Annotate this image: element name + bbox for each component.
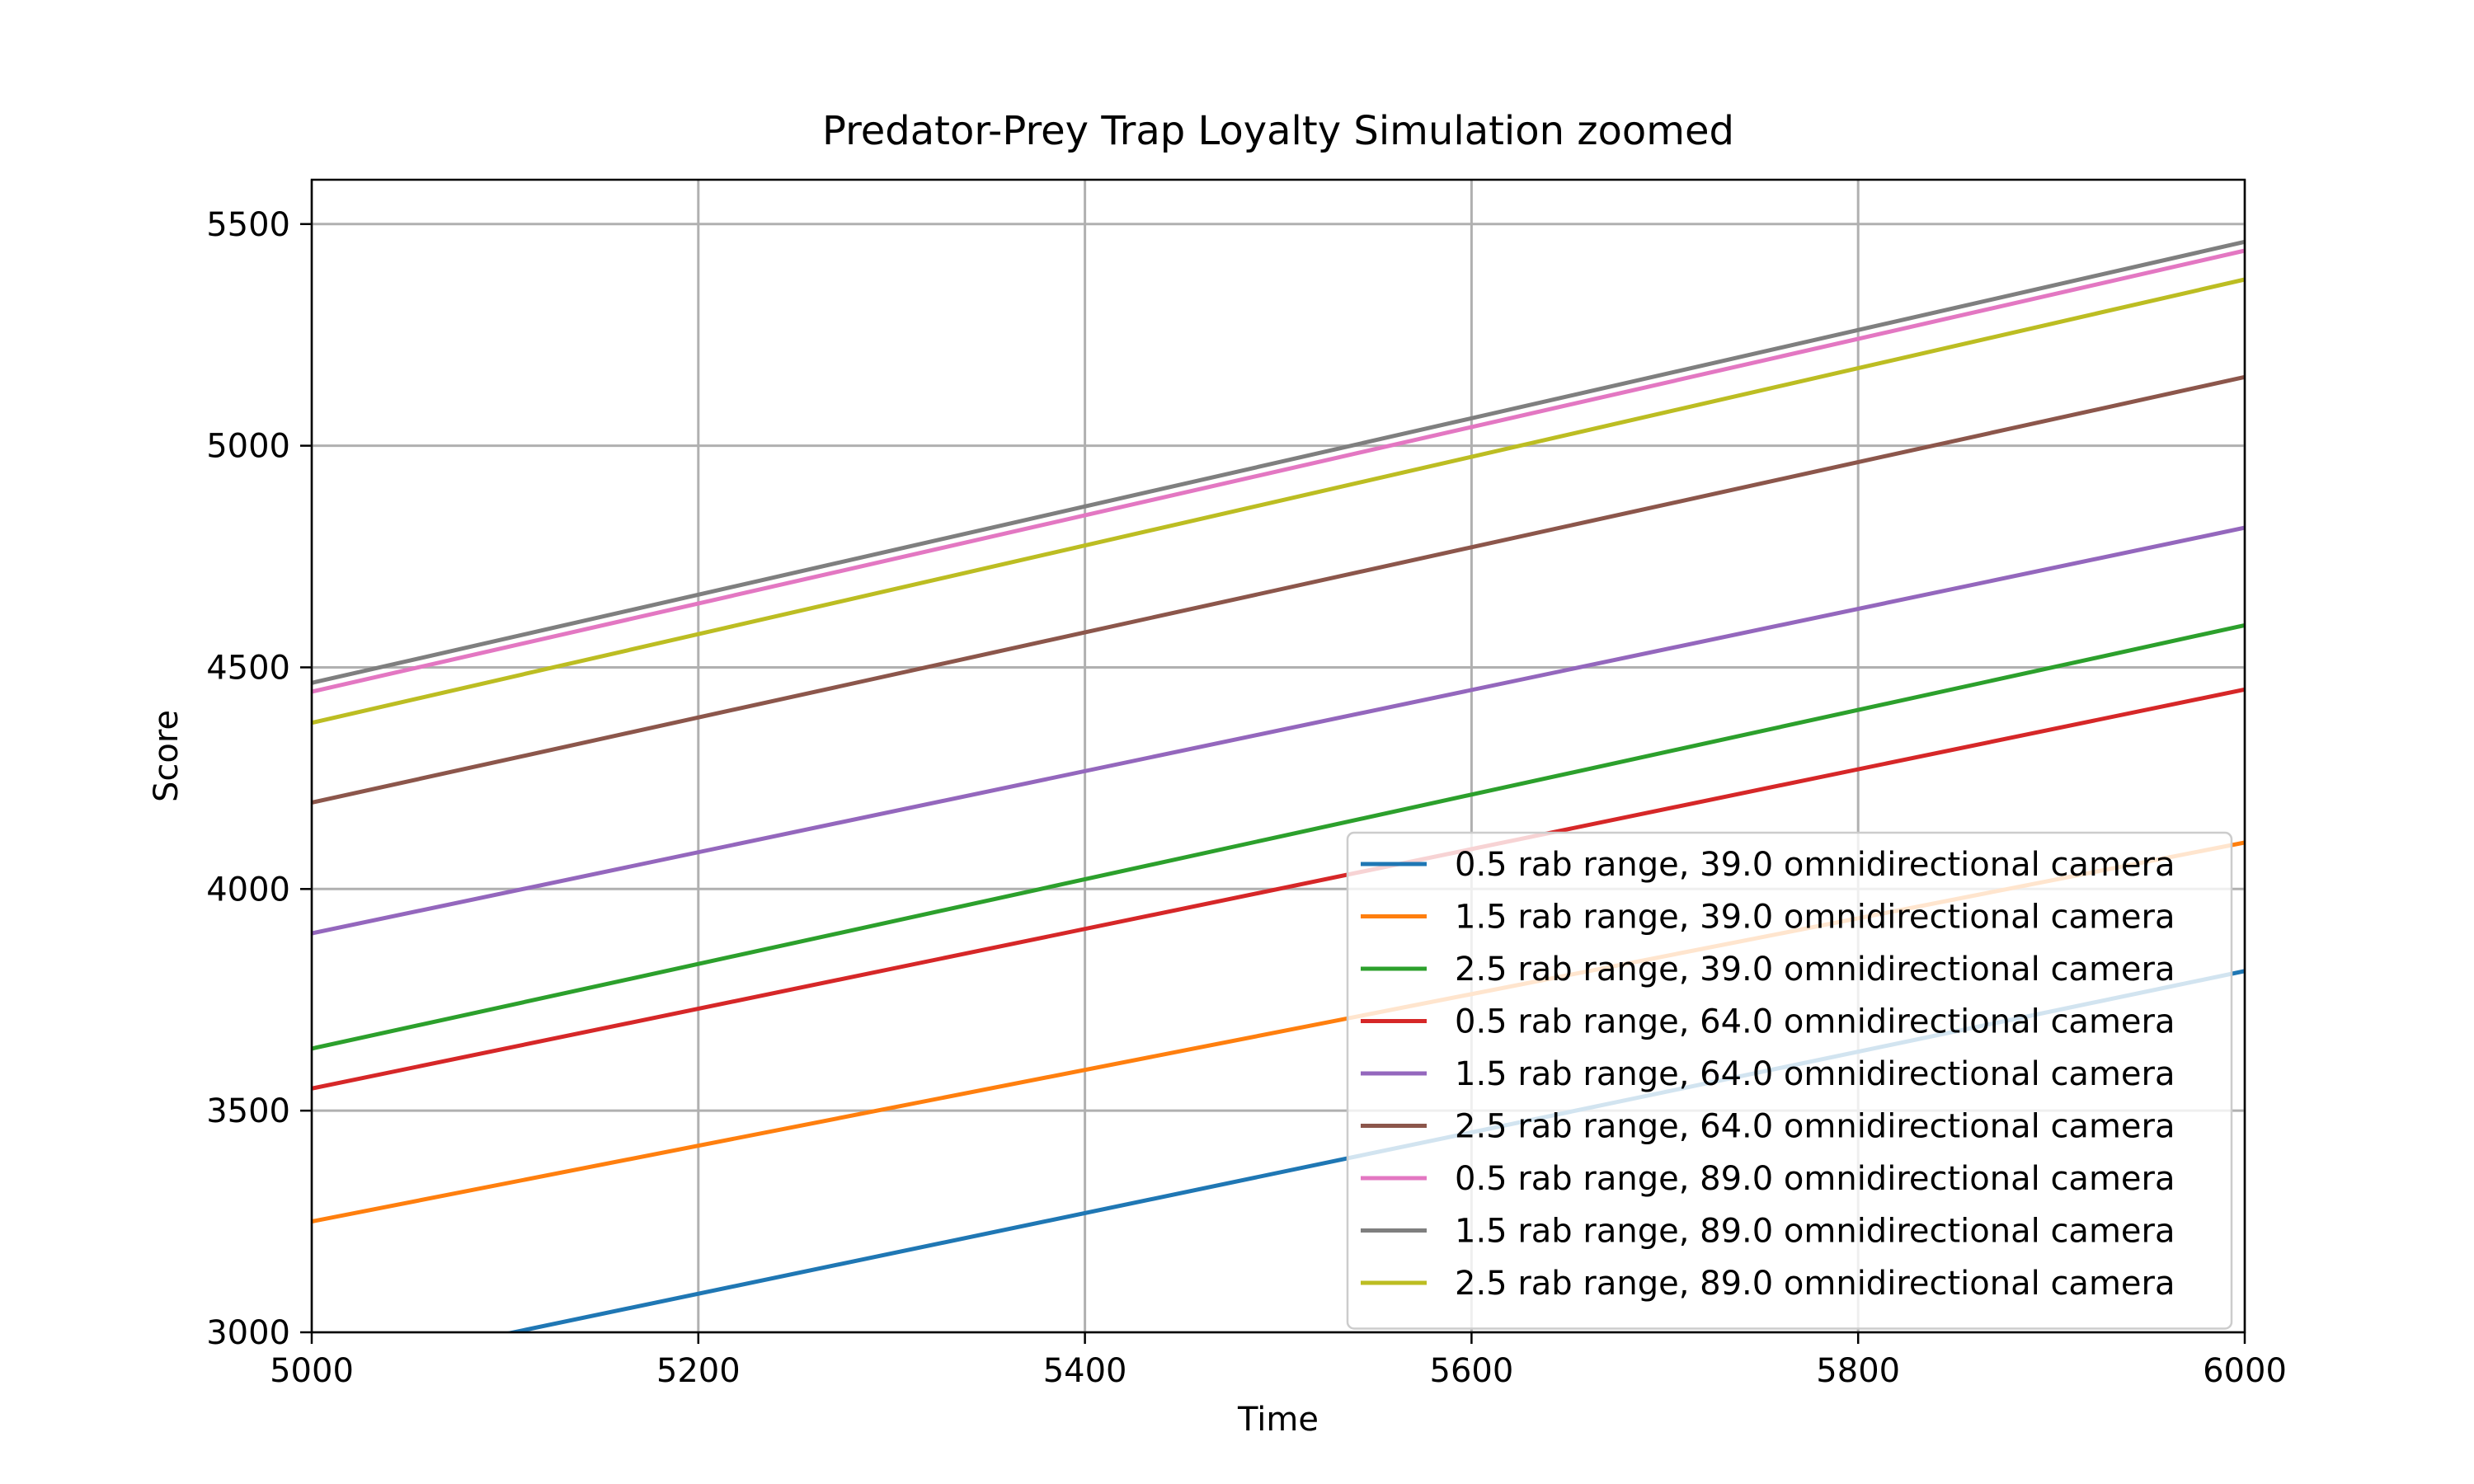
legend-entry-label: 2.5 rab range, 64.0 omnidirectional came… [1455, 1108, 2175, 1146]
y-tick-label: 5000 [206, 428, 290, 466]
series-line [312, 277, 2245, 726]
x-tick-label: 5000 [270, 1352, 354, 1390]
series-line [312, 239, 2245, 685]
x-tick-label: 5200 [656, 1352, 741, 1390]
y-tick-label: 4000 [206, 871, 290, 909]
legend-entry-label: 2.5 rab range, 89.0 omnidirectional came… [1455, 1265, 2175, 1303]
legend-entry-label: 1.5 rab range, 64.0 omnidirectional came… [1455, 1055, 2175, 1093]
y-tick-label: 3500 [206, 1092, 290, 1130]
series-line [312, 687, 2245, 1091]
plot-frame [310, 178, 2246, 1334]
legend-entry-label: 2.5 rab range, 39.0 omnidirectional came… [1455, 951, 2175, 989]
legend-entry-label: 1.5 rab range, 89.0 omnidirectional came… [1455, 1213, 2175, 1251]
y-axis: 3000 3500 4000 4500 5000 5500 [206, 206, 312, 1352]
x-tick-label: 5400 [1043, 1352, 1127, 1390]
x-tick-label: 5800 [1816, 1352, 1900, 1390]
x-axis: 5000 5200 5400 5600 5800 6000 [270, 1332, 2287, 1390]
plot-area [312, 239, 2245, 1332]
y-tick-label: 4500 [206, 649, 290, 687]
legend-entry-label: 1.5 rab range, 39.0 omnidirectional came… [1455, 899, 2175, 937]
x-axis-label: Time [1237, 1401, 1319, 1439]
legend-entry-label: 0.5 rab range, 39.0 omnidirectional came… [1455, 846, 2175, 884]
chart-title: Predator-Prey Trap Loyalty Simulation zo… [822, 108, 1734, 154]
legend: 0.5 rab range, 39.0 omnidirectional came… [1346, 831, 2233, 1330]
y-tick-label: 3000 [206, 1314, 290, 1352]
series-line [312, 248, 2245, 694]
series-line [312, 374, 2245, 805]
legend-box [1346, 831, 2233, 1330]
y-axis-label: Score [148, 710, 186, 802]
series-line [312, 622, 2245, 1051]
series-lines [312, 239, 2245, 1332]
series-line [312, 525, 2245, 936]
legend-entry-label: 0.5 rab range, 89.0 omnidirectional came… [1455, 1160, 2175, 1198]
x-tick-label: 6000 [2203, 1352, 2287, 1390]
legend-entry-label: 0.5 rab range, 64.0 omnidirectional came… [1455, 1003, 2175, 1041]
y-tick-label: 5500 [206, 206, 290, 244]
x-tick-label: 5600 [1430, 1352, 1514, 1390]
